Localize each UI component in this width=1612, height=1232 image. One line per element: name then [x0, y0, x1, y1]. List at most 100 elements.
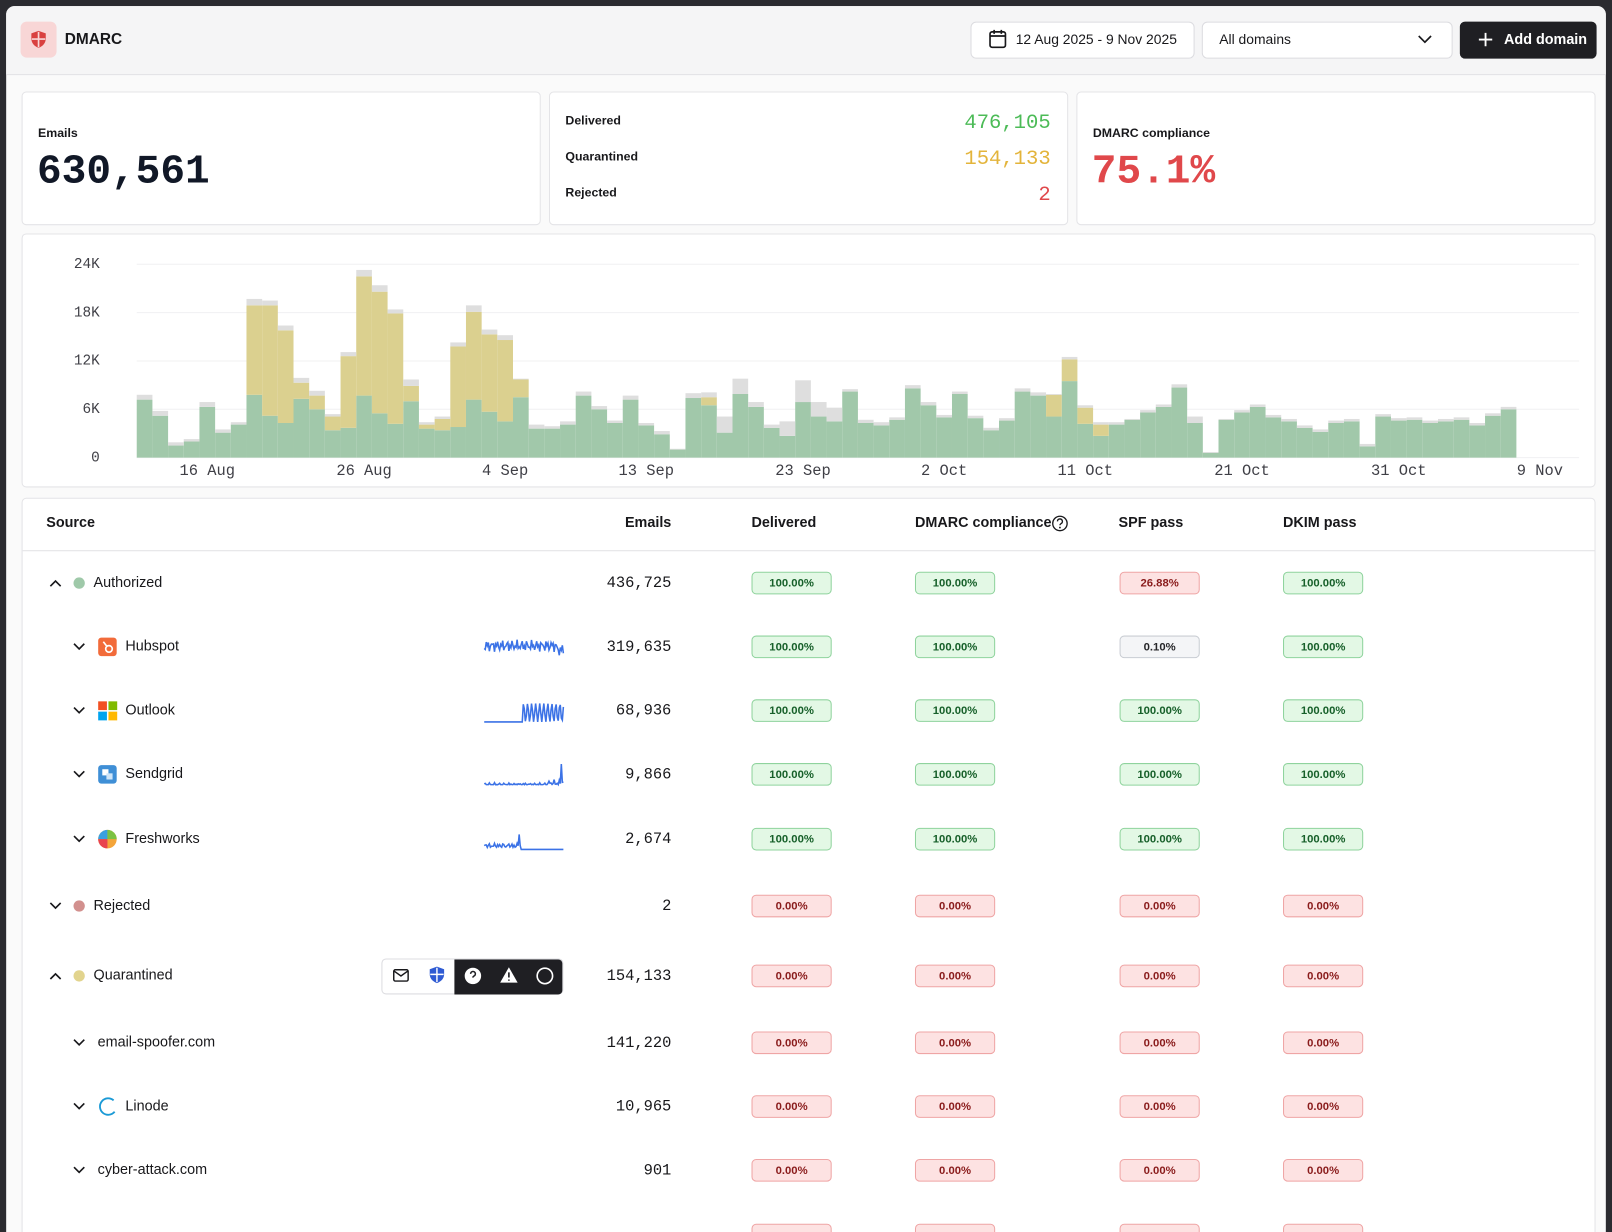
- bar-segment: [371, 285, 388, 292]
- breakdown-value: 476,105: [964, 112, 1050, 135]
- bar-segment: [967, 415, 984, 419]
- status-badge: [1119, 763, 1200, 786]
- date-range-button[interactable]: [970, 21, 1195, 59]
- breakdown-value: 154,133: [964, 148, 1050, 171]
- status-badge: [914, 1158, 996, 1182]
- bar-segment: [262, 415, 278, 458]
- bar-segment: [857, 422, 874, 458]
- bar-segment: [293, 377, 310, 383]
- bar-segment: [591, 409, 608, 458]
- x-tick-label: 26 Aug: [336, 462, 391, 480]
- expand-toggle[interactable]: [49, 579, 62, 587]
- bar-segment: [497, 335, 514, 341]
- circle-action[interactable]: [536, 967, 554, 985]
- expand-toggle[interactable]: [73, 835, 85, 843]
- expand-toggle[interactable]: [49, 902, 62, 910]
- status-badge: [914, 763, 996, 786]
- status-value: 100.00%: [1301, 641, 1346, 653]
- bar-segment: [920, 405, 937, 458]
- status-value: 0.00%: [776, 1165, 808, 1177]
- status-badge: [914, 827, 996, 851]
- email-count: 319,635: [607, 638, 672, 656]
- status-badge: [751, 1031, 832, 1055]
- bar-segment: [951, 391, 968, 394]
- bar-segment: [1485, 415, 1501, 458]
- bar-segment: [246, 298, 263, 306]
- status-badge: [914, 1095, 996, 1118]
- y-tick-label: 6K: [82, 402, 100, 418]
- email-count: 154,133: [607, 967, 672, 985]
- breakdown-label: Quarantined: [565, 150, 638, 164]
- bar-segment: [356, 276, 372, 396]
- bar-segment: [685, 398, 702, 458]
- bar-segment: [450, 346, 466, 428]
- status-value: 100.00%: [1301, 705, 1346, 717]
- bar-segment: [1390, 418, 1407, 421]
- domain-select[interactable]: [1201, 21, 1453, 59]
- bar-segment: [1030, 392, 1047, 396]
- x-tick-label: 13 Sep: [619, 462, 674, 480]
- bar-segment: [1046, 416, 1062, 458]
- source-name: email-spoofer.com: [98, 1035, 215, 1051]
- calendar-icon: [989, 31, 1007, 49]
- bar-segment: [1343, 421, 1360, 458]
- status-value: 100.00%: [933, 641, 978, 653]
- status-value: 0.00%: [1307, 1037, 1339, 1049]
- bar-segment: [1500, 406, 1517, 410]
- bar-segment: [669, 449, 686, 458]
- mail-action[interactable]: [393, 969, 409, 982]
- bar-segment: [1281, 418, 1297, 422]
- expand-toggle[interactable]: [73, 770, 85, 778]
- bar-segment: [763, 424, 780, 428]
- bar-segment: [638, 422, 655, 426]
- bar-segment: [136, 399, 153, 458]
- help-icon[interactable]: [1052, 515, 1068, 532]
- breakdown-label: Delivered: [565, 114, 621, 128]
- expand-toggle[interactable]: [73, 1039, 85, 1046]
- expand-toggle[interactable]: [73, 643, 85, 651]
- bar-segment: [685, 393, 702, 399]
- bar-segment: [1124, 418, 1141, 420]
- bar-segment: [1061, 359, 1078, 382]
- bar-segment: [669, 448, 686, 450]
- bar-segment: [842, 389, 858, 392]
- status-badge: [751, 763, 832, 786]
- bar-segment: [1296, 427, 1313, 458]
- hubspot-icon-stem: [102, 641, 108, 647]
- status-badge: [1119, 635, 1200, 659]
- bar-segment: [199, 406, 216, 458]
- bar-segment: [1061, 381, 1078, 458]
- help-icon-dot: [1059, 526, 1061, 529]
- bar-segment: [1155, 404, 1172, 407]
- email-count: 436,725: [607, 574, 672, 592]
- expand-toggle[interactable]: [73, 1166, 85, 1174]
- bar-segment: [324, 414, 341, 417]
- source-name: Authorized: [94, 575, 163, 591]
- bar-segment: [450, 342, 466, 347]
- sparkline: [484, 703, 565, 723]
- breakdown-label: Rejected: [565, 186, 616, 200]
- bar-segment: [1077, 407, 1094, 424]
- bar-segment: [826, 407, 843, 422]
- status-badge: [751, 964, 832, 988]
- outlook-icon: [98, 711, 107, 721]
- bar-segment: [983, 427, 1000, 431]
- bar-segment: [1124, 419, 1141, 458]
- expand-toggle[interactable]: [73, 1102, 85, 1110]
- expand-toggle[interactable]: [73, 706, 85, 714]
- bar-segment: [1359, 443, 1376, 447]
- expand-toggle[interactable]: [49, 972, 62, 980]
- email-count: 901: [644, 1161, 672, 1179]
- bar-segment: [1108, 422, 1125, 425]
- add-domain-button[interactable]: [1459, 21, 1597, 59]
- status-value: 100.00%: [769, 769, 814, 781]
- bar-segment: [1187, 416, 1203, 423]
- status-badge: [1283, 571, 1364, 595]
- bar-segment: [215, 429, 231, 433]
- bar-segment: [795, 380, 811, 403]
- status-value: 100.00%: [769, 834, 814, 846]
- bar-segment: [1469, 425, 1486, 458]
- y-tick-label: 0: [91, 450, 100, 466]
- bar-segment: [591, 406, 608, 410]
